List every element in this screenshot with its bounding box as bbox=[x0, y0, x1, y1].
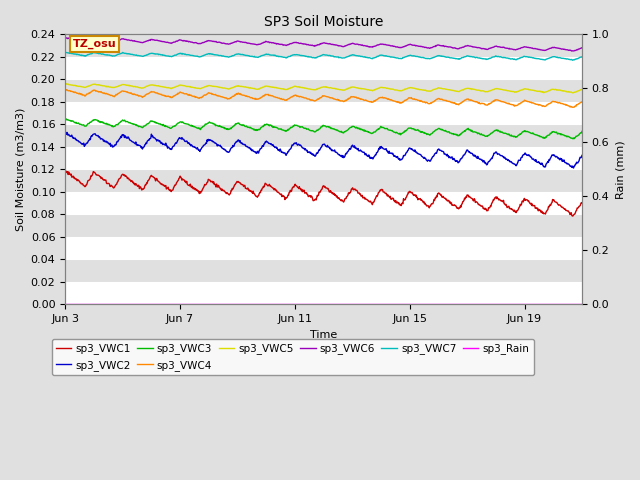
sp3_Rain bbox=[61, 301, 69, 307]
sp3_VWC4 bbox=[80, 92, 88, 98]
sp3_VWC2 bbox=[250, 149, 258, 155]
sp3_VWC3 bbox=[479, 132, 486, 138]
sp3_VWC2 bbox=[184, 139, 191, 144]
sp3_Rain bbox=[277, 301, 285, 307]
sp3_VWC5 bbox=[250, 86, 258, 92]
sp3_VWC1 bbox=[80, 182, 88, 188]
sp3_VWC5 bbox=[81, 84, 88, 90]
Line: sp3_VWC6: sp3_VWC6 bbox=[65, 38, 582, 51]
sp3_VWC5 bbox=[61, 81, 69, 86]
sp3_Rain bbox=[183, 301, 191, 307]
sp3_VWC7 bbox=[479, 56, 486, 62]
sp3_VWC4 bbox=[578, 99, 586, 105]
sp3_VWC2 bbox=[355, 148, 362, 154]
Title: SP3 Soil Moisture: SP3 Soil Moisture bbox=[264, 15, 383, 29]
sp3_VWC1 bbox=[354, 190, 362, 196]
sp3_Rain bbox=[479, 301, 486, 307]
sp3_VWC6 bbox=[184, 38, 191, 44]
sp3_VWC6 bbox=[81, 38, 88, 44]
sp3_VWC6 bbox=[479, 46, 487, 51]
sp3_VWC7 bbox=[61, 49, 69, 55]
Line: sp3_VWC5: sp3_VWC5 bbox=[65, 84, 582, 93]
sp3_VWC5 bbox=[63, 81, 70, 86]
sp3_VWC1 bbox=[183, 179, 191, 184]
sp3_VWC4 bbox=[61, 86, 69, 92]
sp3_VWC7 bbox=[183, 52, 191, 58]
Y-axis label: Rain (mm): Rain (mm) bbox=[615, 140, 625, 199]
Line: sp3_VWC4: sp3_VWC4 bbox=[65, 89, 582, 108]
Bar bbox=[65, 192, 582, 215]
sp3_VWC6 bbox=[578, 45, 586, 50]
sp3_VWC2 bbox=[578, 153, 586, 158]
Line: sp3_VWC7: sp3_VWC7 bbox=[65, 52, 582, 60]
sp3_VWC3 bbox=[250, 126, 257, 132]
Text: TZ_osu: TZ_osu bbox=[73, 38, 116, 49]
Bar bbox=[65, 282, 582, 304]
sp3_VWC4 bbox=[354, 96, 362, 101]
sp3_VWC4 bbox=[250, 96, 257, 101]
sp3_VWC1 bbox=[568, 213, 576, 219]
sp3_VWC5 bbox=[355, 85, 362, 91]
sp3_VWC7 bbox=[250, 54, 257, 60]
sp3_VWC5 bbox=[278, 86, 285, 92]
sp3_VWC2 bbox=[278, 149, 285, 155]
sp3_VWC2 bbox=[479, 159, 487, 165]
sp3_Rain bbox=[578, 301, 586, 307]
sp3_VWC6 bbox=[61, 35, 69, 41]
Line: sp3_VWC3: sp3_VWC3 bbox=[65, 118, 582, 139]
sp3_VWC3 bbox=[354, 125, 362, 131]
sp3_Rain bbox=[250, 301, 257, 307]
Bar bbox=[65, 57, 582, 79]
Bar bbox=[65, 102, 582, 124]
sp3_VWC5 bbox=[578, 86, 586, 92]
sp3_VWC2 bbox=[81, 144, 88, 149]
sp3_VWC1 bbox=[61, 167, 69, 172]
Line: sp3_VWC2: sp3_VWC2 bbox=[65, 132, 582, 168]
sp3_VWC6 bbox=[568, 48, 575, 54]
sp3_VWC1 bbox=[277, 192, 285, 197]
sp3_VWC2 bbox=[63, 130, 71, 135]
sp3_VWC5 bbox=[569, 90, 577, 96]
sp3_VWC7 bbox=[354, 53, 362, 59]
sp3_VWC3 bbox=[80, 122, 88, 128]
Y-axis label: Soil Moisture (m3/m3): Soil Moisture (m3/m3) bbox=[15, 108, 25, 231]
sp3_VWC6 bbox=[355, 42, 362, 48]
X-axis label: Time: Time bbox=[310, 330, 337, 339]
sp3_Rain bbox=[354, 301, 362, 307]
sp3_VWC6 bbox=[250, 41, 258, 47]
sp3_VWC3 bbox=[183, 121, 191, 127]
sp3_VWC5 bbox=[479, 88, 487, 94]
sp3_VWC4 bbox=[277, 96, 285, 102]
sp3_VWC1 bbox=[250, 188, 257, 194]
sp3_VWC4 bbox=[183, 91, 191, 96]
sp3_VWC5 bbox=[184, 84, 191, 89]
Bar bbox=[65, 147, 582, 169]
sp3_VWC6 bbox=[62, 35, 70, 41]
sp3_VWC3 bbox=[277, 126, 285, 132]
Legend: sp3_VWC1, sp3_VWC2, sp3_VWC3, sp3_VWC4, sp3_VWC5, sp3_VWC6, sp3_VWC7, sp3_Rain: sp3_VWC1, sp3_VWC2, sp3_VWC3, sp3_VWC4, … bbox=[51, 339, 534, 375]
sp3_VWC6 bbox=[278, 42, 285, 48]
sp3_VWC3 bbox=[578, 129, 586, 134]
sp3_VWC7 bbox=[568, 58, 576, 63]
sp3_VWC2 bbox=[61, 130, 69, 135]
Line: sp3_VWC1: sp3_VWC1 bbox=[65, 169, 582, 216]
Bar bbox=[65, 237, 582, 259]
sp3_VWC3 bbox=[569, 136, 577, 142]
sp3_VWC1 bbox=[578, 200, 586, 206]
sp3_Rain bbox=[80, 301, 88, 307]
sp3_VWC2 bbox=[570, 165, 577, 171]
sp3_VWC4 bbox=[479, 101, 486, 107]
sp3_VWC3 bbox=[61, 115, 69, 121]
sp3_VWC1 bbox=[479, 204, 486, 209]
sp3_VWC7 bbox=[277, 54, 285, 60]
sp3_VWC7 bbox=[80, 52, 88, 58]
sp3_VWC7 bbox=[578, 54, 586, 60]
sp3_VWC4 bbox=[568, 105, 576, 110]
